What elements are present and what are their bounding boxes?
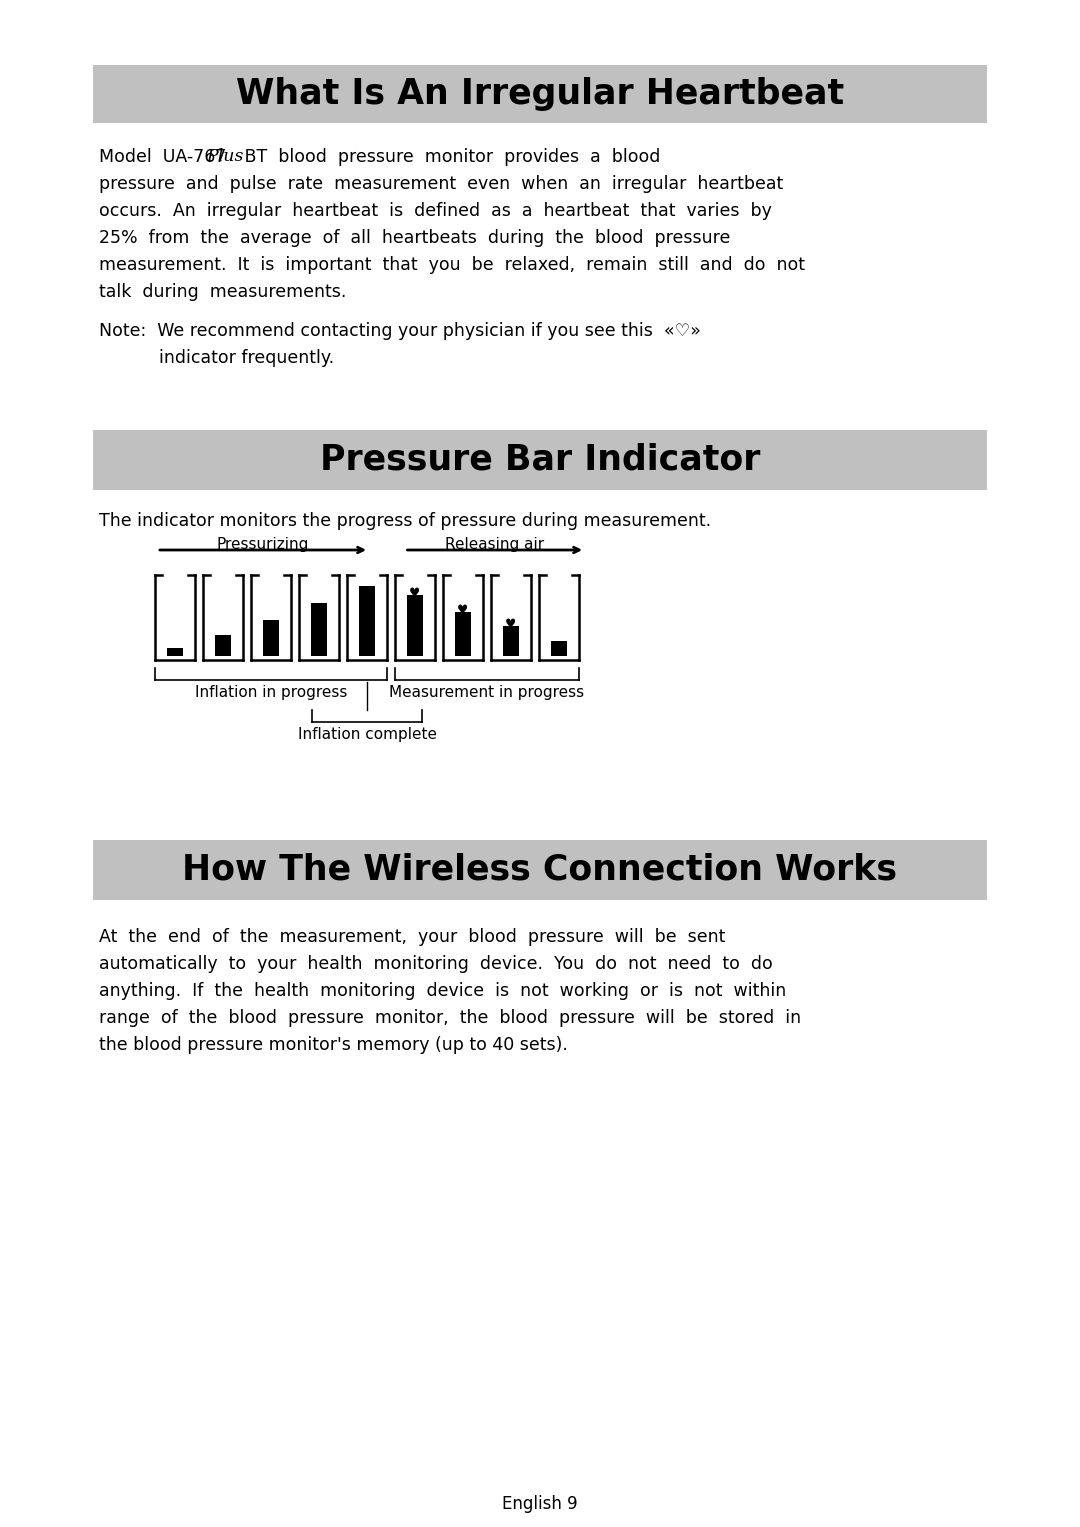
Text: anything.  If  the  health  monitoring  device  is  not  working  or  is  not  w: anything. If the health monitoring devic… [99, 982, 786, 1000]
Text: range  of  the  blood  pressure  monitor,  the  blood  pressure  will  be  store: range of the blood pressure monitor, the… [99, 1009, 801, 1028]
Text: automatically  to  your  health  monitoring  device.  You  do  not  need  to  do: automatically to your health monitoring … [99, 954, 773, 973]
Text: Plus: Plus [206, 148, 244, 165]
Bar [93, 431, 987, 490]
Text: ♥: ♥ [457, 603, 469, 617]
Text: occurs.  An  irregular  heartbeat  is  defined  as  a  heartbeat  that  varies  : occurs. An irregular heartbeat is define… [99, 202, 772, 220]
Text: Measurement in progress: Measurement in progress [390, 686, 584, 699]
Text: The indicator monitors the progress of pressure during measurement.: The indicator monitors the progress of p… [99, 512, 712, 530]
Text: pressure  and  pulse  rate  measurement  even  when  an  irregular  heartbeat: pressure and pulse rate measurement even… [99, 176, 784, 192]
Text: Inflation in progress: Inflation in progress [194, 686, 347, 699]
Bar [167, 647, 183, 657]
Bar [311, 603, 326, 657]
Text: ♥: ♥ [505, 618, 516, 631]
Text: At  the  end  of  the  measurement,  your  blood  pressure  will  be  sent: At the end of the measurement, your bloo… [99, 928, 726, 947]
Text: Model  UA-767: Model UA-767 [99, 148, 232, 166]
Bar [93, 66, 987, 124]
Text: How The Wireless Connection Works: How The Wireless Connection Works [183, 854, 897, 887]
Bar [503, 626, 518, 657]
Bar [407, 596, 422, 657]
Text: What Is An Irregular Heartbeat: What Is An Irregular Heartbeat [235, 76, 845, 111]
Text: BT  blood  pressure  monitor  provides  a  blood: BT blood pressure monitor provides a blo… [240, 148, 661, 166]
Text: measurement.  It  is  important  that  you  be  relaxed,  remain  still  and  do: measurement. It is important that you be… [99, 257, 806, 273]
Text: the blood pressure monitor's memory (up to 40 sets).: the blood pressure monitor's memory (up … [99, 1035, 568, 1054]
Bar [456, 612, 471, 657]
Text: 25%  from  the  average  of  all  heartbeats  during  the  blood  pressure: 25% from the average of all heartbeats d… [99, 229, 731, 247]
Text: Releasing air: Releasing air [445, 538, 544, 551]
Text: indicator frequently.: indicator frequently. [160, 350, 335, 366]
Text: Note:  We recommend contacting your physician if you see this  «♡»: Note: We recommend contacting your physi… [99, 322, 701, 341]
Bar [360, 586, 375, 657]
Text: ♥: ♥ [409, 586, 420, 600]
Text: talk  during  measurements.: talk during measurements. [99, 282, 347, 301]
Bar [93, 840, 987, 899]
Text: English 9: English 9 [502, 1495, 578, 1513]
Text: Pressure Bar Indicator: Pressure Bar Indicator [320, 443, 760, 476]
Text: Inflation complete: Inflation complete [297, 727, 436, 742]
Bar [215, 635, 231, 657]
Text: Pressurizing: Pressurizing [217, 538, 309, 551]
Bar [552, 641, 567, 657]
Bar [264, 620, 279, 657]
